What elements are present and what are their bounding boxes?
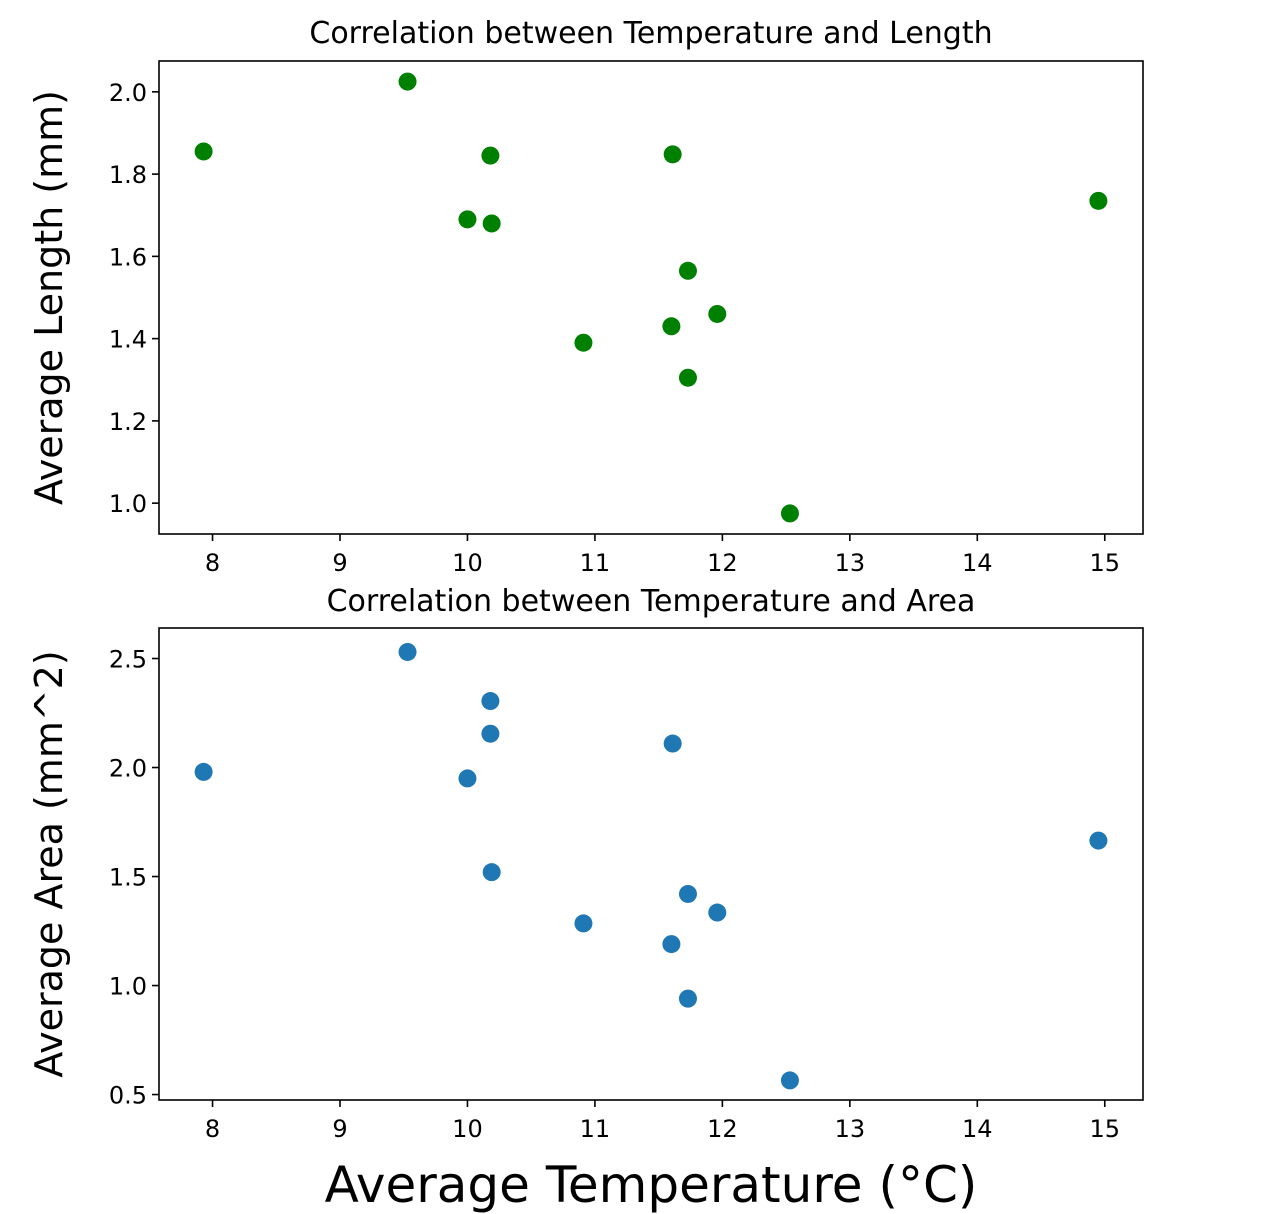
figure-xlabel: Average Temperature (°C): [325, 1156, 978, 1214]
scatter-point: [481, 692, 500, 711]
x-tick-label: 9: [332, 1115, 347, 1143]
scatter-point: [482, 214, 501, 233]
scatter-point: [1089, 831, 1108, 850]
scatter-point: [1089, 191, 1108, 210]
x-tick-label: 11: [580, 549, 611, 577]
y-tick-label: 0.5: [109, 1082, 147, 1110]
x-tick-label: 9: [332, 549, 347, 577]
x-tick-label: 11: [580, 1115, 611, 1143]
x-tick-label: 12: [707, 549, 738, 577]
plot-frame: [158, 60, 1144, 535]
scatter-point: [194, 762, 213, 781]
x-tick-label: 14: [962, 549, 993, 577]
chart-title: Correlation between Temperature and Area: [327, 584, 976, 619]
y-axis-label: Average Area (mm^2): [27, 650, 71, 1077]
x-tick-label: 8: [205, 1115, 220, 1143]
scatter-point: [458, 769, 477, 788]
scatter-point: [398, 72, 417, 91]
scatter-point: [678, 368, 697, 387]
x-tick-label: 10: [452, 1115, 483, 1143]
scatter-point: [708, 903, 727, 922]
subplot-1: Correlation between Temperature and Leng…: [27, 16, 1144, 577]
scatter-point: [398, 642, 417, 661]
scatter-point: [662, 935, 681, 954]
y-axis-label: Average Length (mm): [27, 90, 71, 505]
scatter-point: [482, 863, 501, 882]
y-tick-label: 2.5: [109, 646, 147, 674]
scatter-point: [678, 884, 697, 903]
scatter-point: [481, 146, 500, 165]
scatter-point: [458, 210, 477, 229]
scatter-point: [663, 145, 682, 164]
scatter-point: [678, 261, 697, 280]
x-tick-label: 10: [452, 549, 483, 577]
y-tick-label: 1.0: [109, 490, 147, 518]
scatter-point: [662, 317, 681, 336]
y-tick-label: 1.2: [109, 408, 147, 436]
x-tick-label: 14: [962, 1115, 993, 1143]
scatter-point: [663, 734, 682, 753]
scatter-point: [574, 914, 593, 933]
scatter-point: [574, 333, 593, 352]
y-tick-label: 2.0: [109, 755, 147, 783]
x-tick-label: 8: [205, 549, 220, 577]
subplots: Correlation between Temperature and Leng…: [27, 16, 1144, 1143]
x-tick-label: 13: [835, 549, 866, 577]
y-tick-label: 1.6: [109, 243, 147, 271]
y-tick-label: 1.8: [109, 161, 147, 189]
subplot-2: Correlation between Temperature and Area…: [27, 584, 1144, 1143]
x-tick-label: 12: [707, 1115, 738, 1143]
x-tick-label: 15: [1089, 549, 1120, 577]
scatter-point: [481, 724, 500, 743]
scatter-point: [780, 1071, 799, 1090]
x-tick-label: 13: [835, 1115, 866, 1143]
y-tick-label: 2.0: [109, 79, 147, 107]
chart-title: Correlation between Temperature and Leng…: [309, 16, 992, 51]
scatter-point: [194, 142, 213, 161]
plot-frame: [158, 627, 1144, 1101]
scatter-point: [678, 989, 697, 1008]
scatter-point: [780, 504, 799, 523]
scatter-point: [708, 304, 727, 323]
x-tick-label: 15: [1089, 1115, 1120, 1143]
y-tick-label: 1.0: [109, 973, 147, 1001]
y-tick-label: 1.4: [109, 326, 147, 354]
y-tick-label: 1.5: [109, 864, 147, 892]
